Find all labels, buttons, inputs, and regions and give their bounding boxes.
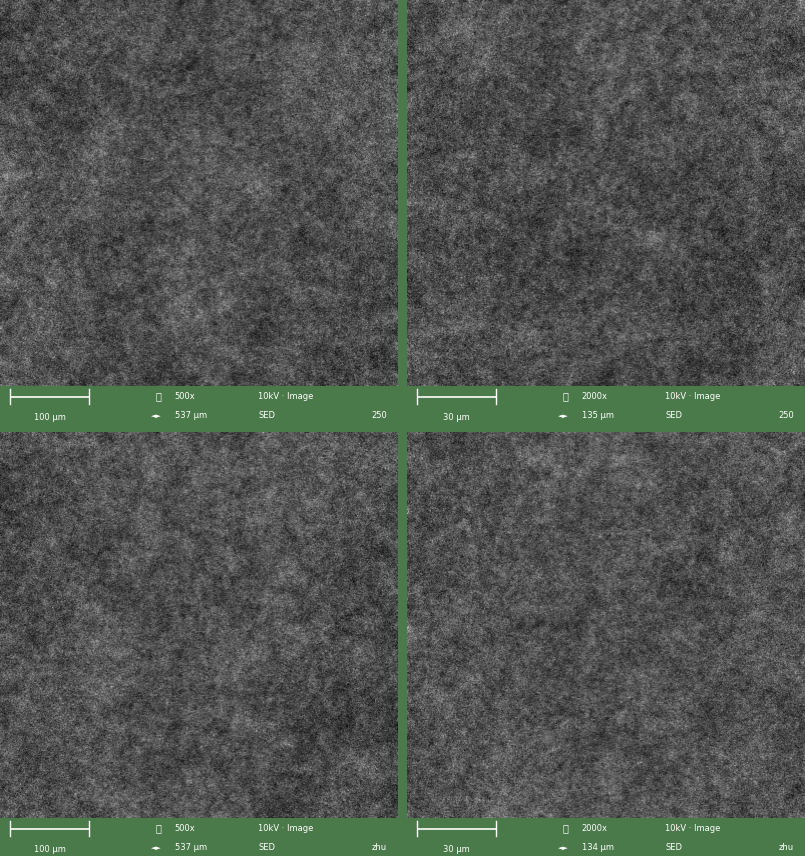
Text: 100 μm: 100 μm bbox=[34, 413, 65, 422]
Text: 135 μm: 135 μm bbox=[582, 411, 613, 420]
Text: SED: SED bbox=[665, 411, 682, 420]
Text: ⌕: ⌕ bbox=[156, 823, 162, 834]
Text: 10kV · Image: 10kV · Image bbox=[258, 392, 313, 401]
Text: ◄►: ◄► bbox=[151, 413, 162, 419]
Text: 10kV · Image: 10kV · Image bbox=[665, 392, 720, 401]
Text: 500x: 500x bbox=[175, 392, 196, 401]
Text: SED: SED bbox=[665, 843, 682, 852]
Text: 2000x: 2000x bbox=[582, 824, 608, 833]
Text: 100 μm: 100 μm bbox=[34, 845, 65, 854]
Text: ◄►: ◄► bbox=[559, 413, 569, 419]
Text: 30 μm: 30 μm bbox=[444, 845, 470, 854]
Text: ◄►: ◄► bbox=[151, 845, 162, 851]
Text: 537 μm: 537 μm bbox=[175, 843, 207, 852]
Text: 134 μm: 134 μm bbox=[582, 843, 613, 852]
Text: 250: 250 bbox=[371, 411, 387, 420]
Text: 250: 250 bbox=[778, 411, 794, 420]
Text: ◄►: ◄► bbox=[559, 845, 569, 851]
Text: 2000x: 2000x bbox=[582, 392, 608, 401]
Text: ⌕: ⌕ bbox=[156, 392, 162, 401]
Text: 500x: 500x bbox=[175, 824, 196, 833]
Text: 10kV · Image: 10kV · Image bbox=[258, 824, 313, 833]
Text: SED: SED bbox=[258, 411, 275, 420]
Text: 30 μm: 30 μm bbox=[444, 413, 470, 422]
Text: 10kV · Image: 10kV · Image bbox=[665, 824, 720, 833]
Text: zhu: zhu bbox=[779, 843, 794, 852]
Text: 537 μm: 537 μm bbox=[175, 411, 207, 420]
Text: ⌕: ⌕ bbox=[563, 392, 569, 401]
Text: zhu: zhu bbox=[372, 843, 387, 852]
Text: SED: SED bbox=[258, 843, 275, 852]
Text: ⌕: ⌕ bbox=[563, 823, 569, 834]
